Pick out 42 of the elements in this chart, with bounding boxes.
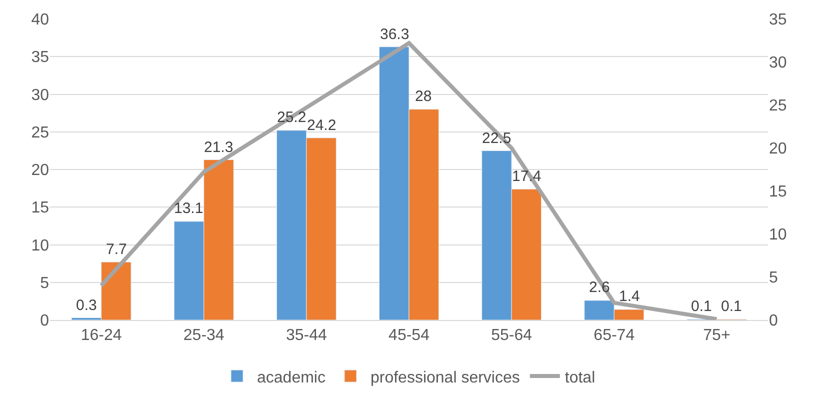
x-tick-label: 25-34 [183,327,224,344]
y-tick-label: 40 [31,12,50,29]
legend-label: total [564,369,596,386]
x-tick-label: 65-74 [594,327,635,344]
y2-tick-label: 20 [769,140,787,158]
y-tick-label: 25 [31,124,50,142]
y2-tick-label: 35 [769,12,787,29]
x-tick-label: 35-44 [286,327,327,344]
y2-tick-label: 30 [769,54,787,72]
y-tick-label: 20 [31,162,50,180]
data-label: 1.4 [619,288,640,305]
y2-tick-label: 0 [769,312,778,330]
data-label: 28 [415,88,432,105]
x-tick-label: 45-54 [388,327,430,344]
data-label: 0.3 [76,297,97,314]
y-tick-label: 15 [31,200,50,217]
y2-tick-label: 10 [769,226,787,244]
data-label: 24.2 [307,117,336,134]
data-label: 17.4 [512,168,542,185]
data-label: 0.1 [721,298,742,315]
y2-tick-label: 15 [769,184,787,201]
legend-label: professional services [370,369,520,386]
x-tick-label: 16-24 [80,327,122,344]
y-tick-label: 0 [40,312,50,330]
data-label: 0.1 [691,298,712,315]
line-series [99,41,719,320]
data-label: 2.6 [589,279,610,296]
data-label: 21.3 [204,139,234,156]
data-label: 13.1 [174,200,204,217]
x-tick-label: 75+ [703,327,730,344]
x-tick-label: 55-64 [491,327,532,344]
y2-tick-label: 5 [769,270,778,287]
data-label: 22.5 [482,130,512,147]
data-label: 36.3 [380,26,410,43]
y-tick-label: 35 [31,49,50,66]
y-tick-label: 10 [31,237,50,254]
y-tick-label: 30 [31,86,50,104]
legend-label: academic [257,369,326,386]
data-label: 25.2 [277,109,306,126]
y-tick-label: 5 [40,274,50,292]
y2-tick-label: 25 [769,98,787,115]
data-label: 7.7 [106,241,127,258]
